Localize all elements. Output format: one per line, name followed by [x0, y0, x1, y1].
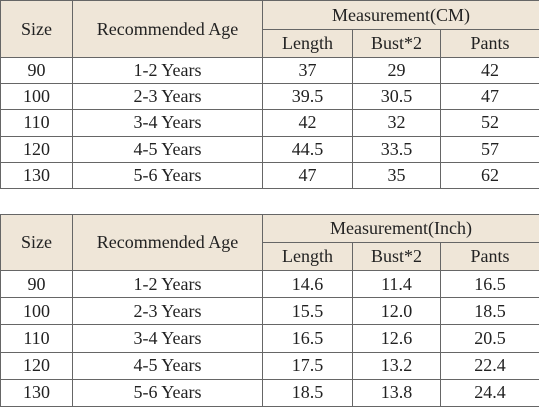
data-row: 100 2-3 Years 39.5 30.5 47 [0, 83, 539, 111]
cell: 4-5 Years [72, 135, 263, 163]
cell: 32 [352, 109, 441, 137]
data-row: 130 5-6 Years 47 35 62 [0, 161, 539, 189]
cell: 42 [262, 109, 353, 137]
cell: 17.5 [262, 351, 353, 380]
header-cell: Length [262, 242, 353, 271]
cell: 18.5 [262, 378, 353, 407]
header-cell: Measurement(CM) [261, 0, 539, 30]
data-row: 120 4-5 Years 44.5 33.5 57 [0, 135, 539, 163]
header-row: Size Recommended Age Measurement(Inch) [0, 214, 539, 271]
size-table-inch: Size Recommended Age Measurement(Inch) Leng… [0, 214, 539, 407]
cell: 14.6 [262, 269, 353, 299]
cell: 5-6 Years [72, 161, 263, 189]
cell: 110 [0, 109, 73, 137]
cell: 62 [439, 161, 539, 189]
cell: 52 [439, 109, 539, 137]
cell: 120 [0, 351, 73, 380]
cell: 3-4 Years [72, 324, 263, 353]
cell: 12.6 [352, 324, 441, 353]
header-cell: Length [262, 29, 353, 58]
data-row: 110 3-4 Years 16.5 12.6 20.5 [0, 324, 539, 353]
cell: 15.5 [262, 297, 353, 326]
data-row: 90 1-2 Years 37 29 42 [0, 56, 539, 85]
header-cell: Recommended Age [72, 0, 263, 58]
cell: 2-3 Years [72, 297, 263, 326]
cell: 16.5 [439, 269, 539, 299]
cell: 47 [439, 83, 539, 111]
cell: 42 [439, 56, 539, 85]
header-cell: Size [0, 0, 73, 58]
size-table-cm: Size Recommended Age Measurement(CM) Length… [0, 0, 539, 189]
cell: 16.5 [262, 324, 353, 353]
data-row: 110 3-4 Years 42 32 52 [0, 109, 539, 137]
header-row: Size Recommended Age Measurement(CM) [0, 0, 539, 58]
header-row: Length Bust*2 Pants [1, 29, 539, 58]
header-cell: Measurement(Inch) [261, 214, 539, 243]
cell: 33.5 [352, 135, 441, 163]
header-cell: Bust*2 [352, 242, 441, 271]
cell: 110 [0, 324, 73, 353]
cell: 5-6 Years [72, 378, 263, 407]
header-cell: Pants [439, 29, 539, 58]
cell: 12.0 [352, 297, 441, 326]
header-cell: Recommended Age [72, 214, 263, 271]
cell: 30.5 [352, 83, 441, 111]
data-row: 90 1-2 Years 14.6 11.4 16.5 [0, 269, 539, 299]
header-cell: Size [0, 214, 73, 271]
cell: 39.5 [262, 83, 353, 111]
cell: 1-2 Years [72, 269, 263, 299]
cell: 2-3 Years [72, 83, 263, 111]
cell: 130 [0, 378, 73, 407]
data-row: 120 4-5 Years 17.5 13.2 22.4 [0, 351, 539, 380]
cell: 130 [0, 161, 73, 189]
cell: 1-2 Years [72, 56, 263, 85]
cell: 18.5 [439, 297, 539, 326]
header-cell: Bust*2 [352, 29, 441, 58]
header-cell: Pants [439, 242, 539, 271]
cell: 22.4 [439, 351, 539, 380]
cell: 3-4 Years [72, 109, 263, 137]
cell: 24.4 [439, 378, 539, 407]
cell: 57 [439, 135, 539, 163]
cell: 13.2 [352, 351, 441, 380]
cell: 44.5 [262, 135, 353, 163]
cell: 100 [0, 297, 73, 326]
cell: 13.8 [352, 378, 441, 407]
cell: 100 [0, 83, 73, 111]
cell: 37 [262, 56, 353, 85]
data-row: 100 2-3 Years 15.5 12.0 18.5 [0, 297, 539, 326]
cell: 11.4 [352, 269, 441, 299]
data-row: 130 5-6 Years 18.5 13.8 24.4 [0, 378, 539, 407]
cell: 29 [352, 56, 441, 85]
cell: 20.5 [439, 324, 539, 353]
cell: 120 [0, 135, 73, 163]
header-row: Length Bust*2 Pants [1, 242, 539, 271]
cell: 4-5 Years [72, 351, 263, 380]
cell: 90 [0, 269, 73, 299]
cell: 47 [262, 161, 353, 189]
cell: 90 [0, 56, 73, 85]
cell: 35 [352, 161, 441, 189]
